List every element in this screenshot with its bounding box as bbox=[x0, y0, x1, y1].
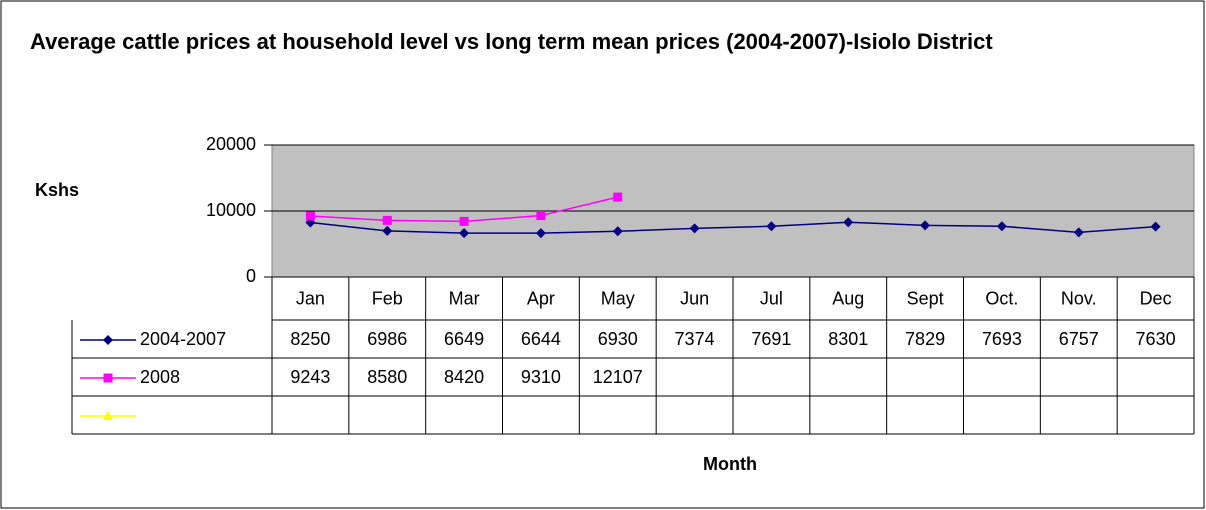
table-value: 6644 bbox=[521, 329, 561, 349]
table-value: 7693 bbox=[982, 329, 1022, 349]
series-line bbox=[310, 221, 1156, 234]
y-tick-label: 0 bbox=[246, 266, 256, 286]
marker bbox=[536, 211, 546, 221]
marker bbox=[305, 211, 315, 221]
x-tick-label: Dec bbox=[1140, 288, 1172, 308]
table-value: 9310 bbox=[521, 367, 561, 387]
x-tick-label: Mar bbox=[449, 288, 480, 308]
x-tick-label: Feb bbox=[372, 288, 403, 308]
table-value: 8420 bbox=[444, 367, 484, 387]
marker bbox=[1150, 221, 1161, 232]
x-tick-label: Oct. bbox=[985, 288, 1018, 308]
marker bbox=[689, 223, 700, 234]
x-tick-label: Jun bbox=[680, 288, 709, 308]
x-tick-label: Jan bbox=[296, 288, 325, 308]
table-value: 8301 bbox=[828, 329, 868, 349]
legend-label: 2004-2007 bbox=[140, 329, 226, 349]
table-value: 9243 bbox=[290, 367, 330, 387]
legend-marker bbox=[103, 373, 113, 383]
marker bbox=[920, 220, 931, 231]
table-value: 6986 bbox=[367, 329, 407, 349]
y-tick-label: 10000 bbox=[206, 200, 256, 220]
marker bbox=[612, 226, 623, 237]
table-value: 7630 bbox=[1136, 329, 1176, 349]
marker bbox=[843, 217, 854, 228]
marker bbox=[613, 192, 623, 202]
x-tick-label: Jul bbox=[760, 288, 783, 308]
table-value: 12107 bbox=[593, 367, 643, 387]
table-value: 6649 bbox=[444, 329, 484, 349]
legend-marker bbox=[103, 335, 113, 345]
table-value: 6930 bbox=[598, 329, 638, 349]
x-tick-label: Apr bbox=[527, 288, 555, 308]
legend-marker bbox=[103, 411, 113, 420]
table-value: 8250 bbox=[290, 329, 330, 349]
x-tick-label: Nov. bbox=[1061, 288, 1097, 308]
chart-title: Average cattle prices at household level… bbox=[30, 29, 993, 54]
legend-label: 2008 bbox=[140, 367, 180, 387]
marker bbox=[996, 221, 1007, 232]
table-value: 7691 bbox=[751, 329, 791, 349]
marker bbox=[535, 228, 546, 239]
marker bbox=[382, 225, 393, 236]
x-axis-label: Month bbox=[703, 454, 757, 474]
marker bbox=[1073, 227, 1084, 238]
marker bbox=[382, 215, 392, 225]
x-tick-label: May bbox=[601, 288, 635, 308]
table-value: 7829 bbox=[905, 329, 945, 349]
table-value: 7374 bbox=[675, 329, 715, 349]
marker bbox=[459, 216, 469, 226]
marker bbox=[459, 228, 470, 239]
table-value: 6757 bbox=[1059, 329, 1099, 349]
marker bbox=[766, 221, 777, 232]
x-tick-label: Sept bbox=[907, 288, 944, 308]
y-axis-label: Kshs bbox=[35, 180, 79, 200]
y-tick-label: 20000 bbox=[206, 134, 256, 154]
x-tick-label: Aug bbox=[832, 288, 864, 308]
table-value: 8580 bbox=[367, 367, 407, 387]
